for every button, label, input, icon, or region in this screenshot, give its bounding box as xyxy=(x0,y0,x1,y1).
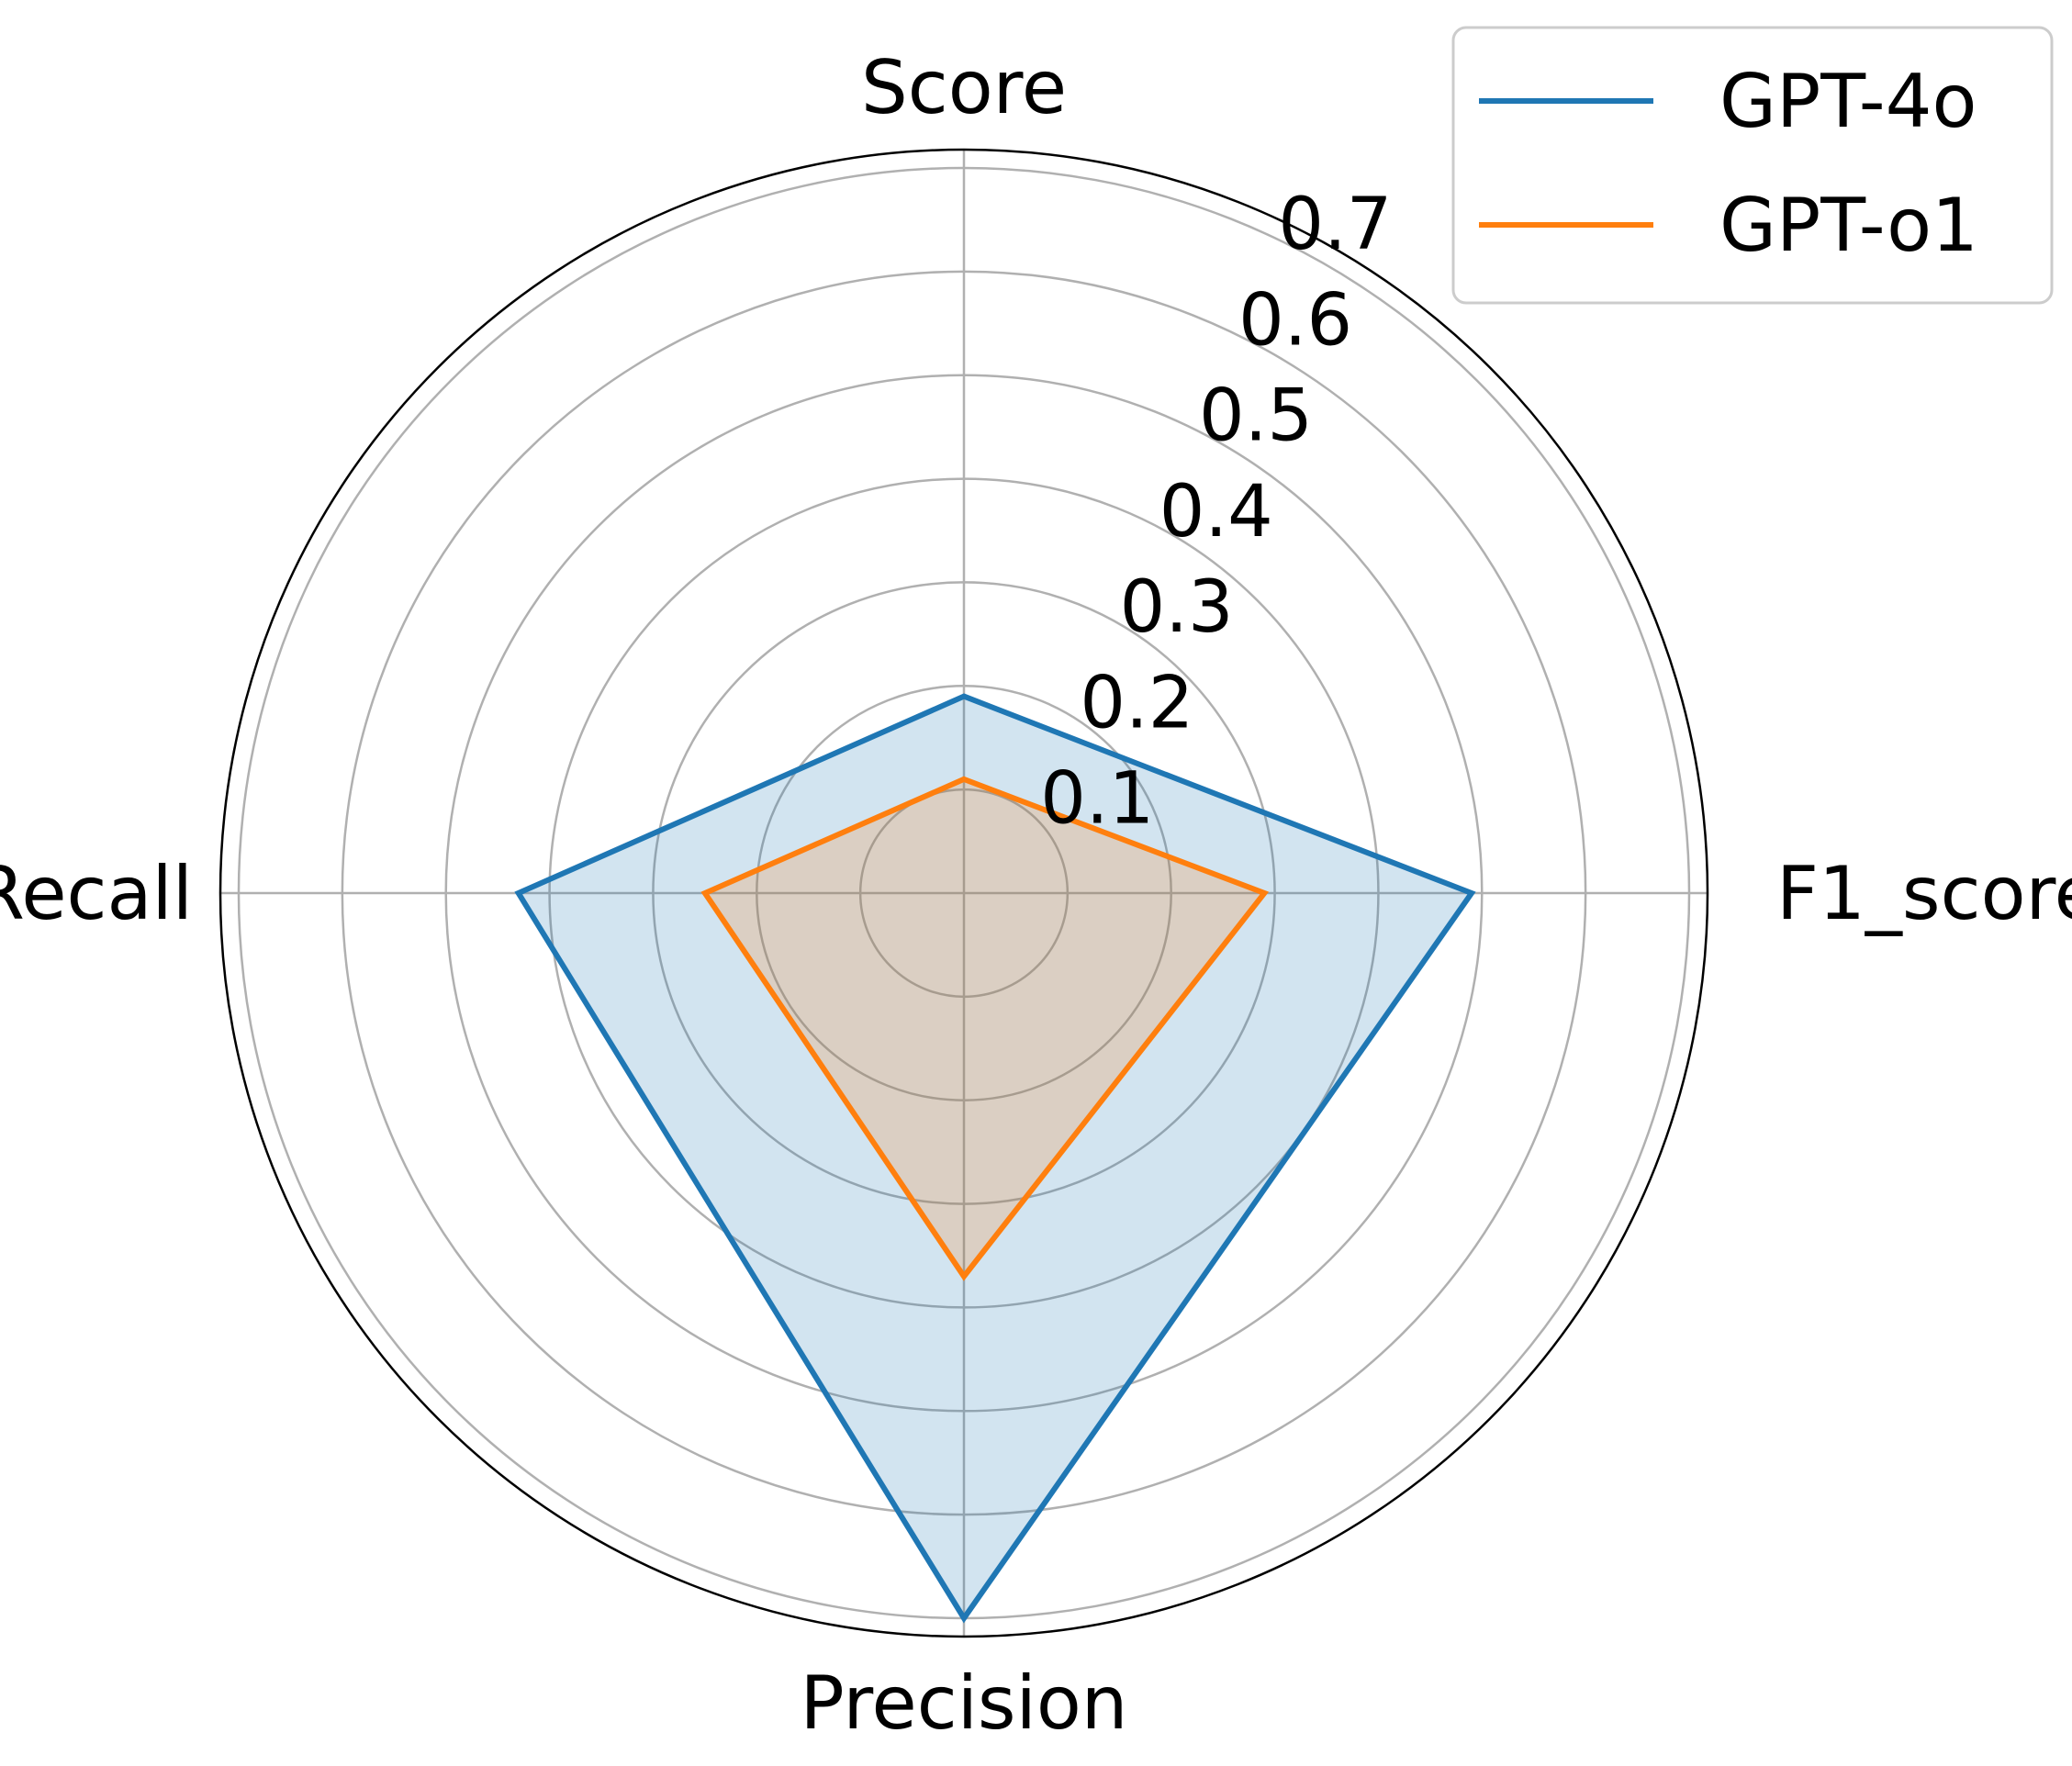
legend-label-gpt-4o: GPT-4o xyxy=(1719,59,1977,144)
rtick-label: 0.3 xyxy=(1120,566,1234,649)
axis-label-f1-score: F1_score xyxy=(1776,851,2072,936)
series-line-gpt-4o xyxy=(514,693,1476,1624)
rtick-label: 0.1 xyxy=(1040,758,1154,841)
axis-label-recall: Recall xyxy=(0,851,193,936)
series-layer xyxy=(514,693,1476,1624)
axis-label-score: Score xyxy=(861,45,1067,130)
rtick-label: 0.4 xyxy=(1159,471,1273,553)
legend: GPT-4o GPT-o1 xyxy=(1451,26,2054,305)
rtick-label: 0.5 xyxy=(1199,375,1313,458)
legend-label-gpt-o1: GPT-o1 xyxy=(1719,183,1978,268)
series-fill-gpt-4o xyxy=(518,696,1473,1618)
tick-label-layer: 0.1 0.2 0.3 0.4 0.5 0.6 0.7 xyxy=(1040,184,1392,841)
series-line-gpt-o1 xyxy=(700,776,1270,1281)
axis-label-precision: Precision xyxy=(801,1660,1128,1746)
rtick-label: 0.2 xyxy=(1080,662,1193,744)
grid-layer xyxy=(218,148,1709,1638)
series-fill-gpt-o1 xyxy=(704,778,1265,1277)
rtick-label: 0.6 xyxy=(1238,279,1352,362)
polar-frame xyxy=(218,148,1709,1638)
rtick-label: 0.7 xyxy=(1278,184,1392,266)
legend-box xyxy=(1451,26,2054,305)
axis-label-layer: Score F1_score Precision Recall xyxy=(0,45,2072,1746)
